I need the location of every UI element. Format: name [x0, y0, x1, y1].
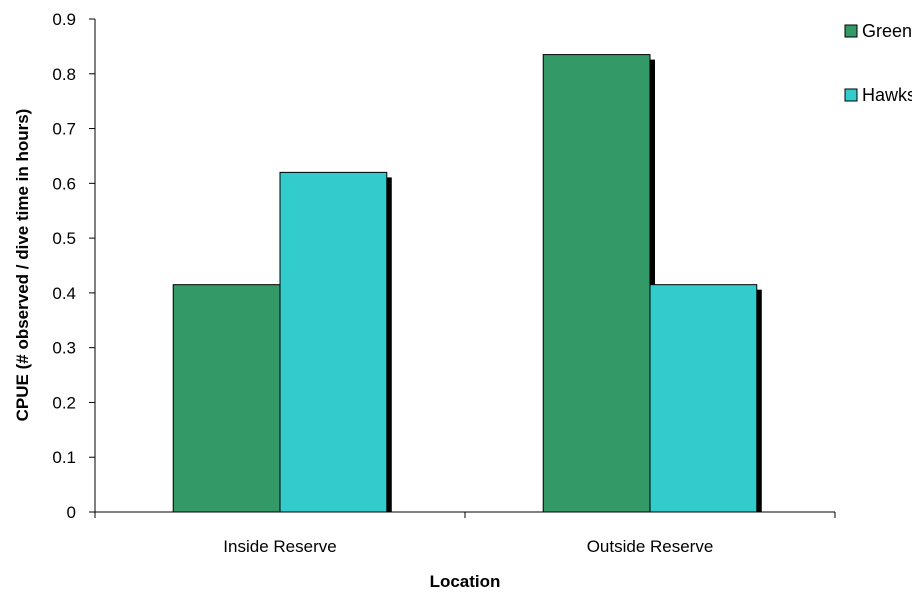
- bar-green-outside-reserve: [542, 54, 651, 513]
- legend-label-green: Green: [862, 21, 912, 41]
- y-tick-label: 0.9: [52, 10, 76, 29]
- y-tick-label: 0.5: [52, 229, 76, 248]
- bar-hawksbill-outside-reserve: [649, 284, 758, 513]
- bars: [172, 54, 762, 513]
- x-tick-label: Outside Reserve: [587, 537, 714, 556]
- legend-label-hawksbill: Hawksbill: [862, 85, 912, 105]
- y-tick-label: 0.3: [52, 339, 76, 358]
- bar-green-inside-reserve: [172, 284, 281, 513]
- legend-swatch-green: [844, 24, 858, 38]
- y-tick-label: 0.6: [52, 174, 76, 193]
- bar-hawksbill-inside-reserve: [279, 171, 388, 513]
- legend-swatch-hawksbill: [844, 88, 858, 102]
- x-axis-title: Location: [430, 572, 501, 591]
- x-axis: Inside Reserve Outside Reserve: [94, 511, 836, 556]
- y-tick-label: 0: [67, 503, 76, 522]
- y-tick-label: 0.1: [52, 448, 76, 467]
- x-tick-label: Inside Reserve: [223, 537, 336, 556]
- y-tick-label: 0.7: [52, 120, 76, 139]
- y-tick-label: 0.4: [52, 284, 76, 303]
- y-axis: 0 0.1 0.2 0.3 0.4 0.5 0.6 0.7 0.8 0.9: [52, 10, 96, 522]
- legend: Green Hawksbill: [844, 21, 912, 105]
- y-tick-label: 0.8: [52, 65, 76, 84]
- y-tick-label: 0.2: [52, 393, 76, 412]
- y-axis-title: CPUE (# observed / dive time in hours): [13, 109, 32, 422]
